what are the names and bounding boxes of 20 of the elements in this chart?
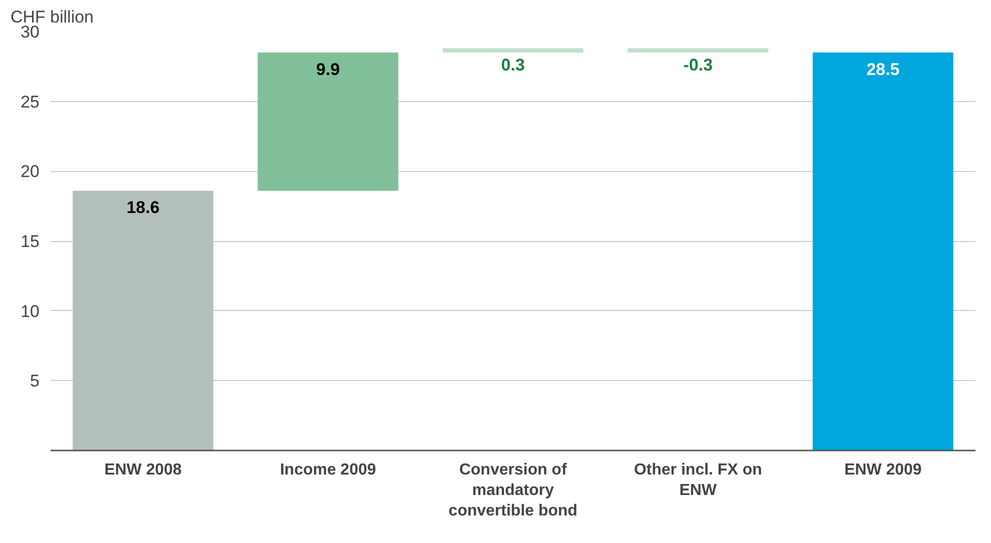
data-label: -0.3 (683, 56, 713, 75)
data-label: 9.9 (316, 60, 340, 79)
bar (812, 52, 954, 450)
y-tick-label: 10 (20, 302, 40, 321)
bar (442, 48, 584, 52)
y-tick-label: 15 (20, 232, 40, 251)
bar (628, 48, 768, 52)
data-label: 0.3 (501, 56, 525, 75)
x-tick-label: Conversion of mandatory convertible bond (448, 462, 578, 520)
bar (72, 190, 214, 450)
y-tick-label: 5 (30, 372, 40, 391)
x-tick-label: ENW 2008 (104, 462, 182, 478)
data-label: 28.5 (866, 60, 900, 79)
y-tick-label: 20 (20, 162, 40, 182)
data-label: 18.6 (126, 198, 160, 218)
x-tick-label: Income 2009 (280, 462, 376, 478)
y-tick-label: 25 (20, 92, 40, 112)
x-tick-label: ENW 2009 (844, 462, 922, 478)
bar (258, 52, 398, 191)
x-tick-label: Other incl. FX on ENW (634, 462, 762, 499)
